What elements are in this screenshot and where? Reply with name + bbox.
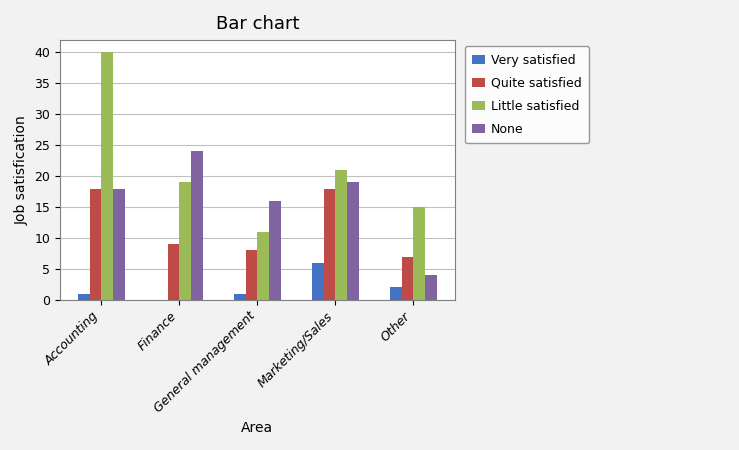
Bar — [413, 207, 425, 300]
Bar — [234, 294, 245, 300]
Bar — [89, 189, 101, 300]
Bar — [269, 201, 281, 300]
Bar — [168, 244, 180, 300]
Legend: Very satisfied, Quite satisfied, Little satisfied, None: Very satisfied, Quite satisfied, Little … — [465, 46, 589, 144]
X-axis label: Area: Area — [241, 421, 273, 435]
Bar — [257, 232, 269, 300]
Bar — [347, 182, 358, 300]
Bar — [401, 256, 413, 300]
Bar — [324, 189, 336, 300]
Bar — [245, 250, 257, 300]
Bar — [425, 275, 437, 300]
Bar — [312, 263, 324, 300]
Bar — [336, 170, 347, 300]
Bar — [180, 182, 191, 300]
Y-axis label: Job satisfication: Job satisfication — [15, 115, 29, 225]
Title: Bar chart: Bar chart — [216, 15, 299, 33]
Bar — [113, 189, 125, 300]
Bar — [389, 288, 401, 300]
Bar — [191, 151, 202, 300]
Bar — [78, 294, 89, 300]
Bar — [101, 53, 113, 300]
